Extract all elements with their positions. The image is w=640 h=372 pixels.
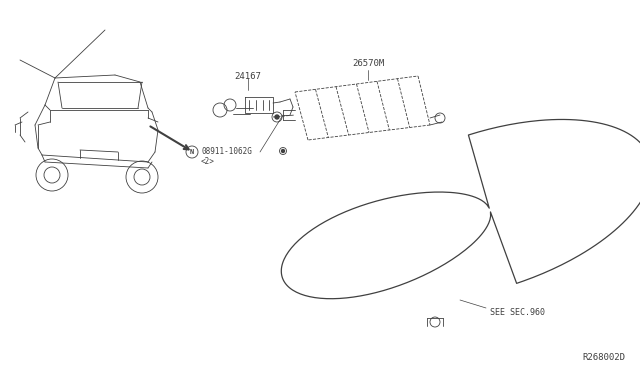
Text: <2>: <2> <box>201 157 215 166</box>
Text: 26570M: 26570M <box>352 59 384 68</box>
Text: N: N <box>190 149 194 155</box>
Circle shape <box>275 115 279 119</box>
Circle shape <box>282 150 285 153</box>
Text: SEE SEC.960: SEE SEC.960 <box>490 308 545 317</box>
Text: R268002D: R268002D <box>582 353 625 362</box>
Text: 08911-1062G: 08911-1062G <box>201 148 252 157</box>
Text: 24167: 24167 <box>235 72 261 81</box>
